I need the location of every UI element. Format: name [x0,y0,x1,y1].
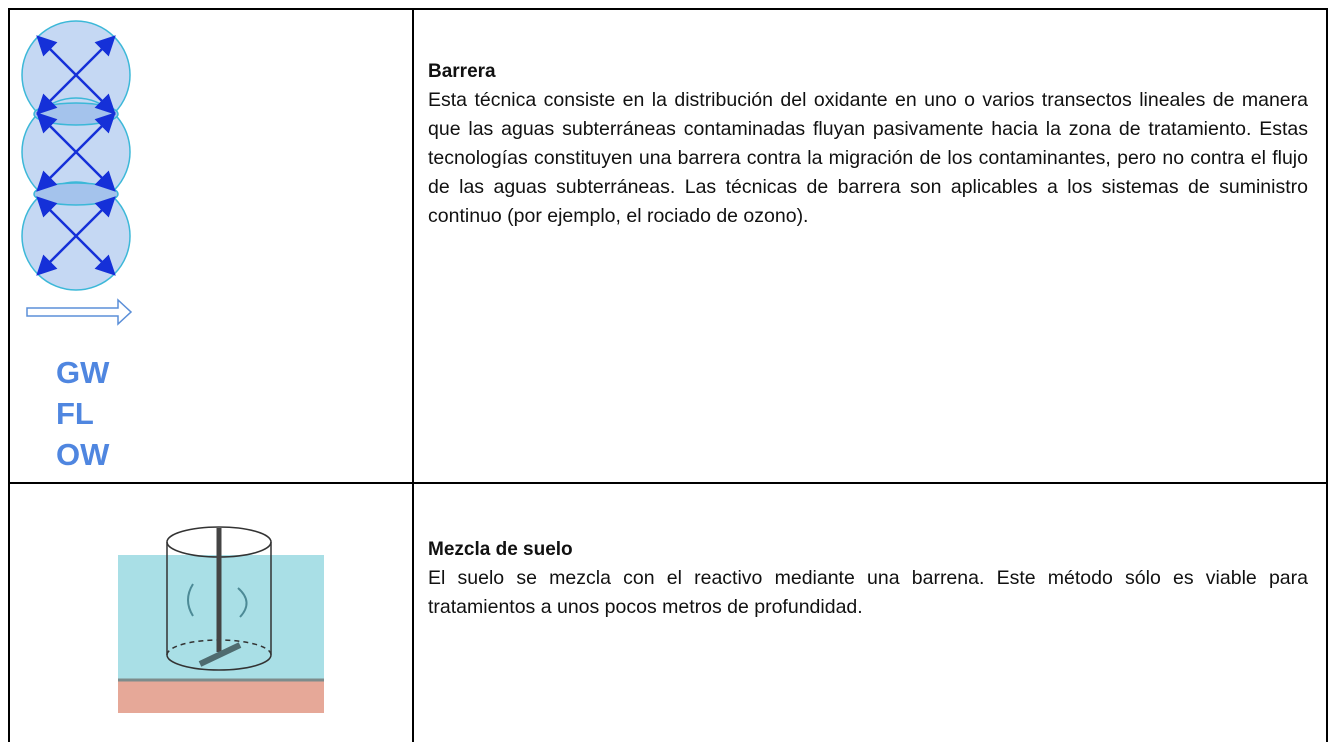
heading: Barrera [428,61,496,82]
cell [8,482,412,742]
label: OW [56,437,110,472]
cell [412,482,1328,742]
heading: Mezcla de suelo [428,539,573,560]
mixing-diagram [118,526,324,713]
cell [412,8,1328,484]
barrier-diagram [21,20,131,291]
flow-arrow [26,298,133,326]
cell-text: Barrera Esta técnica consiste en la dist… [428,57,1308,231]
arrows [36,35,116,276]
label: GW [56,355,110,390]
label: FL [56,396,94,431]
table [8,8,1328,742]
diagrams [21,20,324,713]
cell-text: Mezcla de suelo El suelo se mezcla con e… [428,535,1308,622]
cell [8,8,412,484]
paragraph: El suelo se mezcla con el reactivo media… [428,567,1308,618]
paragraph: Esta técnica consiste en la distribución… [428,89,1308,227]
